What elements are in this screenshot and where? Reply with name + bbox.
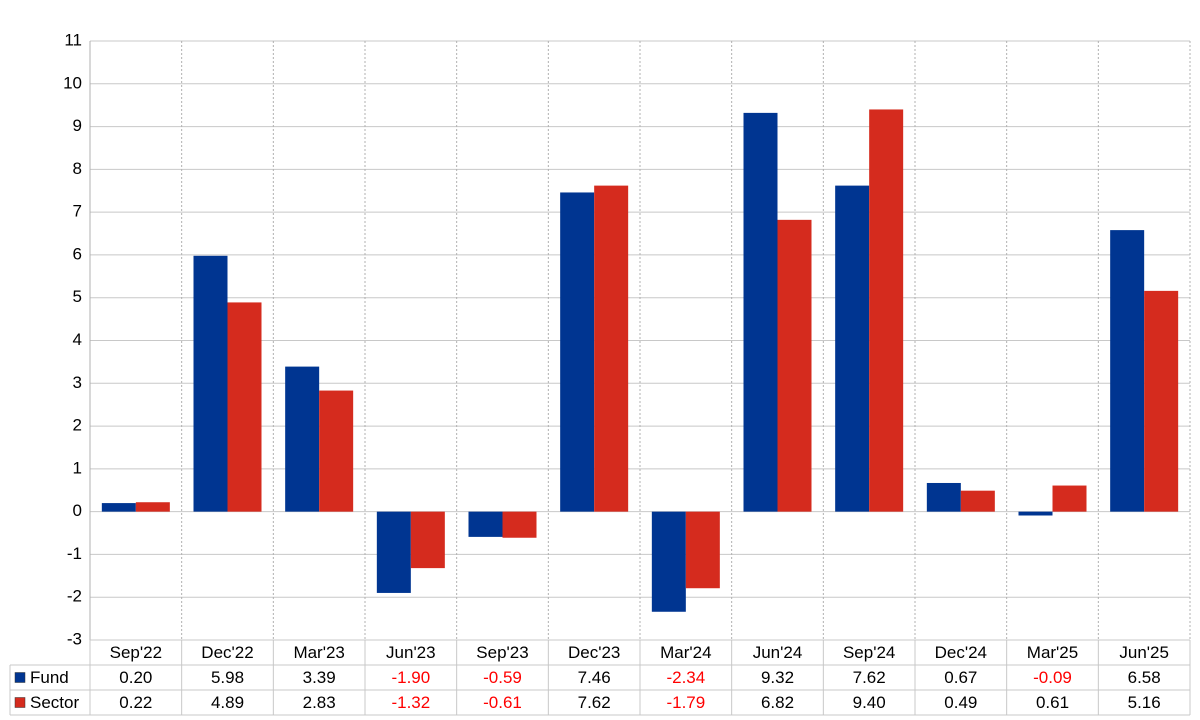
table-value: 6.58 (1128, 668, 1161, 687)
table-value: 7.62 (578, 693, 611, 712)
bar (502, 511, 537, 538)
legend-swatch (14, 697, 26, 708)
table-value: -0.61 (483, 693, 522, 712)
table-value: 7.62 (853, 668, 886, 687)
table-value: 7.46 (578, 668, 611, 687)
legend-swatch (14, 672, 26, 683)
legend-label: Sector (30, 693, 79, 712)
y-tick-label: 7 (73, 202, 82, 221)
bar (1018, 511, 1053, 516)
x-tick-label: Jun'25 (1119, 643, 1169, 662)
bar (960, 490, 995, 512)
bar (193, 255, 228, 512)
x-tick-label: Dec'22 (201, 643, 253, 662)
y-tick-label: 5 (73, 287, 82, 306)
table-value: 0.20 (119, 668, 152, 687)
y-tick-label: -2 (67, 587, 82, 606)
table-value: 0.67 (944, 668, 977, 687)
table-value: 9.32 (761, 668, 794, 687)
x-tick-label: Sep'24 (843, 643, 895, 662)
bar (926, 482, 961, 512)
bar (285, 366, 320, 512)
bar (227, 302, 262, 512)
table-value: -2.34 (666, 668, 705, 687)
y-tick-label: -1 (67, 544, 82, 563)
bar (376, 511, 411, 593)
table-value: 5.98 (211, 668, 244, 687)
table-value: -1.90 (391, 668, 430, 687)
x-tick-label: Mar'25 (1027, 643, 1078, 662)
table-value: -1.32 (391, 693, 430, 712)
bar (1110, 230, 1145, 512)
x-tick-label: Dec'23 (568, 643, 620, 662)
table-value: 3.39 (303, 668, 336, 687)
table-value: 0.49 (944, 693, 977, 712)
table-value: 0.22 (119, 693, 152, 712)
legend-label: Fund (30, 668, 69, 687)
bar (651, 511, 686, 612)
bar (1144, 290, 1179, 512)
y-tick-label: 4 (73, 330, 82, 349)
x-tick-label: Sep'22 (110, 643, 162, 662)
bar (1052, 485, 1087, 512)
y-tick-label: 1 (73, 458, 82, 477)
x-tick-label: Jun'23 (386, 643, 436, 662)
x-tick-label: Mar'23 (293, 643, 344, 662)
table-value: -0.59 (483, 668, 522, 687)
y-tick-label: 2 (73, 416, 82, 435)
bar (560, 192, 595, 512)
y-tick-label: 8 (73, 159, 82, 178)
bar (468, 511, 503, 537)
table-value: 6.82 (761, 693, 794, 712)
bar (685, 511, 720, 589)
bar (319, 390, 354, 512)
table-value: -0.09 (1033, 668, 1072, 687)
table-value: 9.40 (853, 693, 886, 712)
bar (410, 511, 445, 569)
table-value: 5.16 (1128, 693, 1161, 712)
bar (835, 185, 870, 512)
bar (743, 112, 778, 512)
y-tick-label: 6 (73, 244, 82, 263)
x-tick-label: Mar'24 (660, 643, 711, 662)
y-tick-label: 10 (63, 73, 82, 92)
bar (135, 502, 170, 512)
table-value: -1.79 (666, 693, 705, 712)
x-tick-label: Jun'24 (753, 643, 803, 662)
y-tick-label: 9 (73, 116, 82, 135)
bar (777, 219, 812, 512)
table-value: 4.89 (211, 693, 244, 712)
y-tick-label: -3 (67, 629, 82, 648)
x-tick-label: Dec'24 (935, 643, 987, 662)
bar (869, 109, 904, 512)
table-value: 2.83 (303, 693, 336, 712)
bar (101, 503, 136, 512)
x-tick-label: Sep'23 (476, 643, 528, 662)
table-value: 0.61 (1036, 693, 1069, 712)
y-tick-label: 0 (73, 501, 82, 520)
y-tick-label: 11 (64, 30, 82, 49)
y-tick-label: 3 (73, 373, 82, 392)
bar (594, 185, 629, 512)
